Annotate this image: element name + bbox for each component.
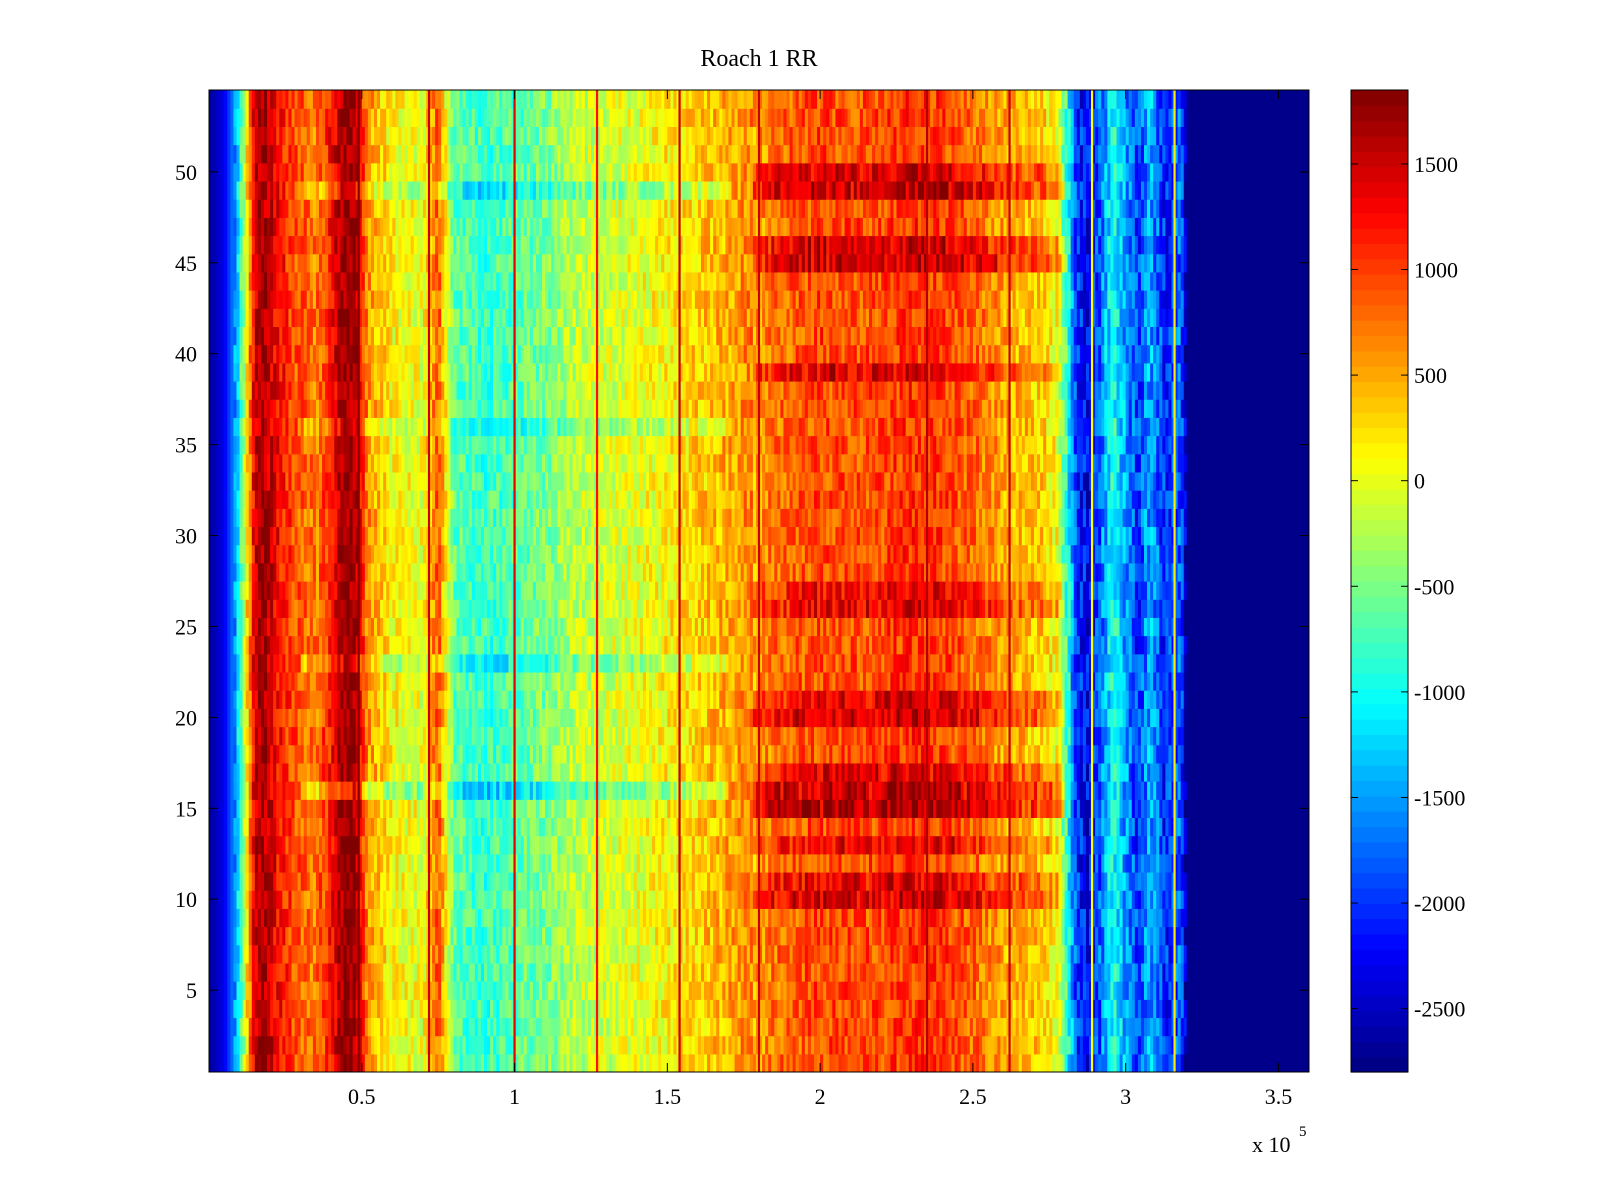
chart-title: Roach 1 RR <box>700 46 817 72</box>
heatmap-cells <box>209 90 1310 1073</box>
